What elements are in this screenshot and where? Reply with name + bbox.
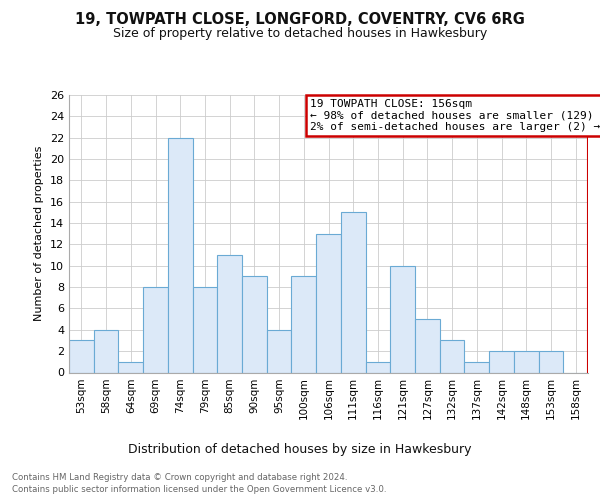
Bar [242,276,267,372]
Text: Distribution of detached houses by size in Hawkesbury: Distribution of detached houses by size … [128,442,472,456]
Bar [440,340,464,372]
Bar [94,330,118,372]
Bar [168,138,193,372]
Bar [316,234,341,372]
Bar [267,330,292,372]
Bar [539,351,563,372]
Bar [365,362,390,372]
Bar [69,340,94,372]
Text: Contains HM Land Registry data © Crown copyright and database right 2024.: Contains HM Land Registry data © Crown c… [12,472,347,482]
Y-axis label: Number of detached properties: Number of detached properties [34,146,44,322]
Bar [341,212,365,372]
Bar [292,276,316,372]
Bar [514,351,539,372]
Text: Contains public sector information licensed under the Open Government Licence v3: Contains public sector information licen… [12,485,386,494]
Bar [415,319,440,372]
Bar [217,255,242,372]
Text: Size of property relative to detached houses in Hawkesbury: Size of property relative to detached ho… [113,28,487,40]
Text: 19, TOWPATH CLOSE, LONGFORD, COVENTRY, CV6 6RG: 19, TOWPATH CLOSE, LONGFORD, COVENTRY, C… [75,12,525,28]
Bar [489,351,514,372]
Bar [118,362,143,372]
Bar [143,287,168,372]
Bar [390,266,415,372]
Bar [464,362,489,372]
Text: 19 TOWPATH CLOSE: 156sqm
← 98% of detached houses are smaller (129)
2% of semi-d: 19 TOWPATH CLOSE: 156sqm ← 98% of detach… [310,99,600,132]
Bar [193,287,217,372]
